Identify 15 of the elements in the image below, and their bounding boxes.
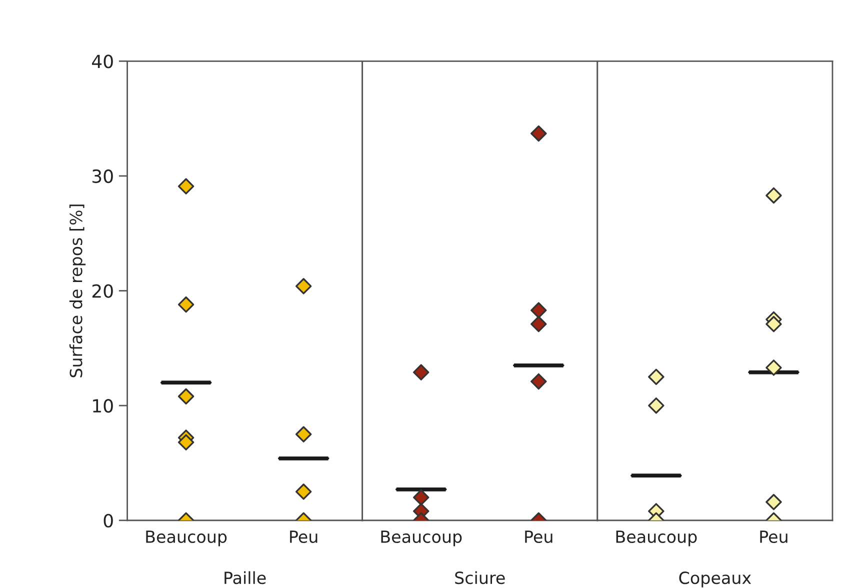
y-tick-label: 20 <box>92 284 113 298</box>
x-tick-label: Beaucoup <box>616 530 697 546</box>
x-tick-label: Peu <box>525 530 552 544</box>
x-tick-label: Beaucoup <box>381 530 462 546</box>
x-tick-label: Peu <box>290 530 318 544</box>
x-axis-title: Copeaux <box>679 572 752 588</box>
x-tick-label: Beaucoup <box>146 530 227 546</box>
y-tick-label: 40 <box>92 54 113 68</box>
y-tick-label: 10 <box>93 399 113 413</box>
x-axis-title: Paille <box>224 571 266 584</box>
y-axis-title: Surface de repos [%] <box>69 204 86 378</box>
y-tick-label: 30 <box>92 169 113 184</box>
y-tick-label: 0 <box>104 514 113 528</box>
x-axis-title: Sciure <box>455 571 505 584</box>
x-tick-label: Peu <box>760 530 788 544</box>
